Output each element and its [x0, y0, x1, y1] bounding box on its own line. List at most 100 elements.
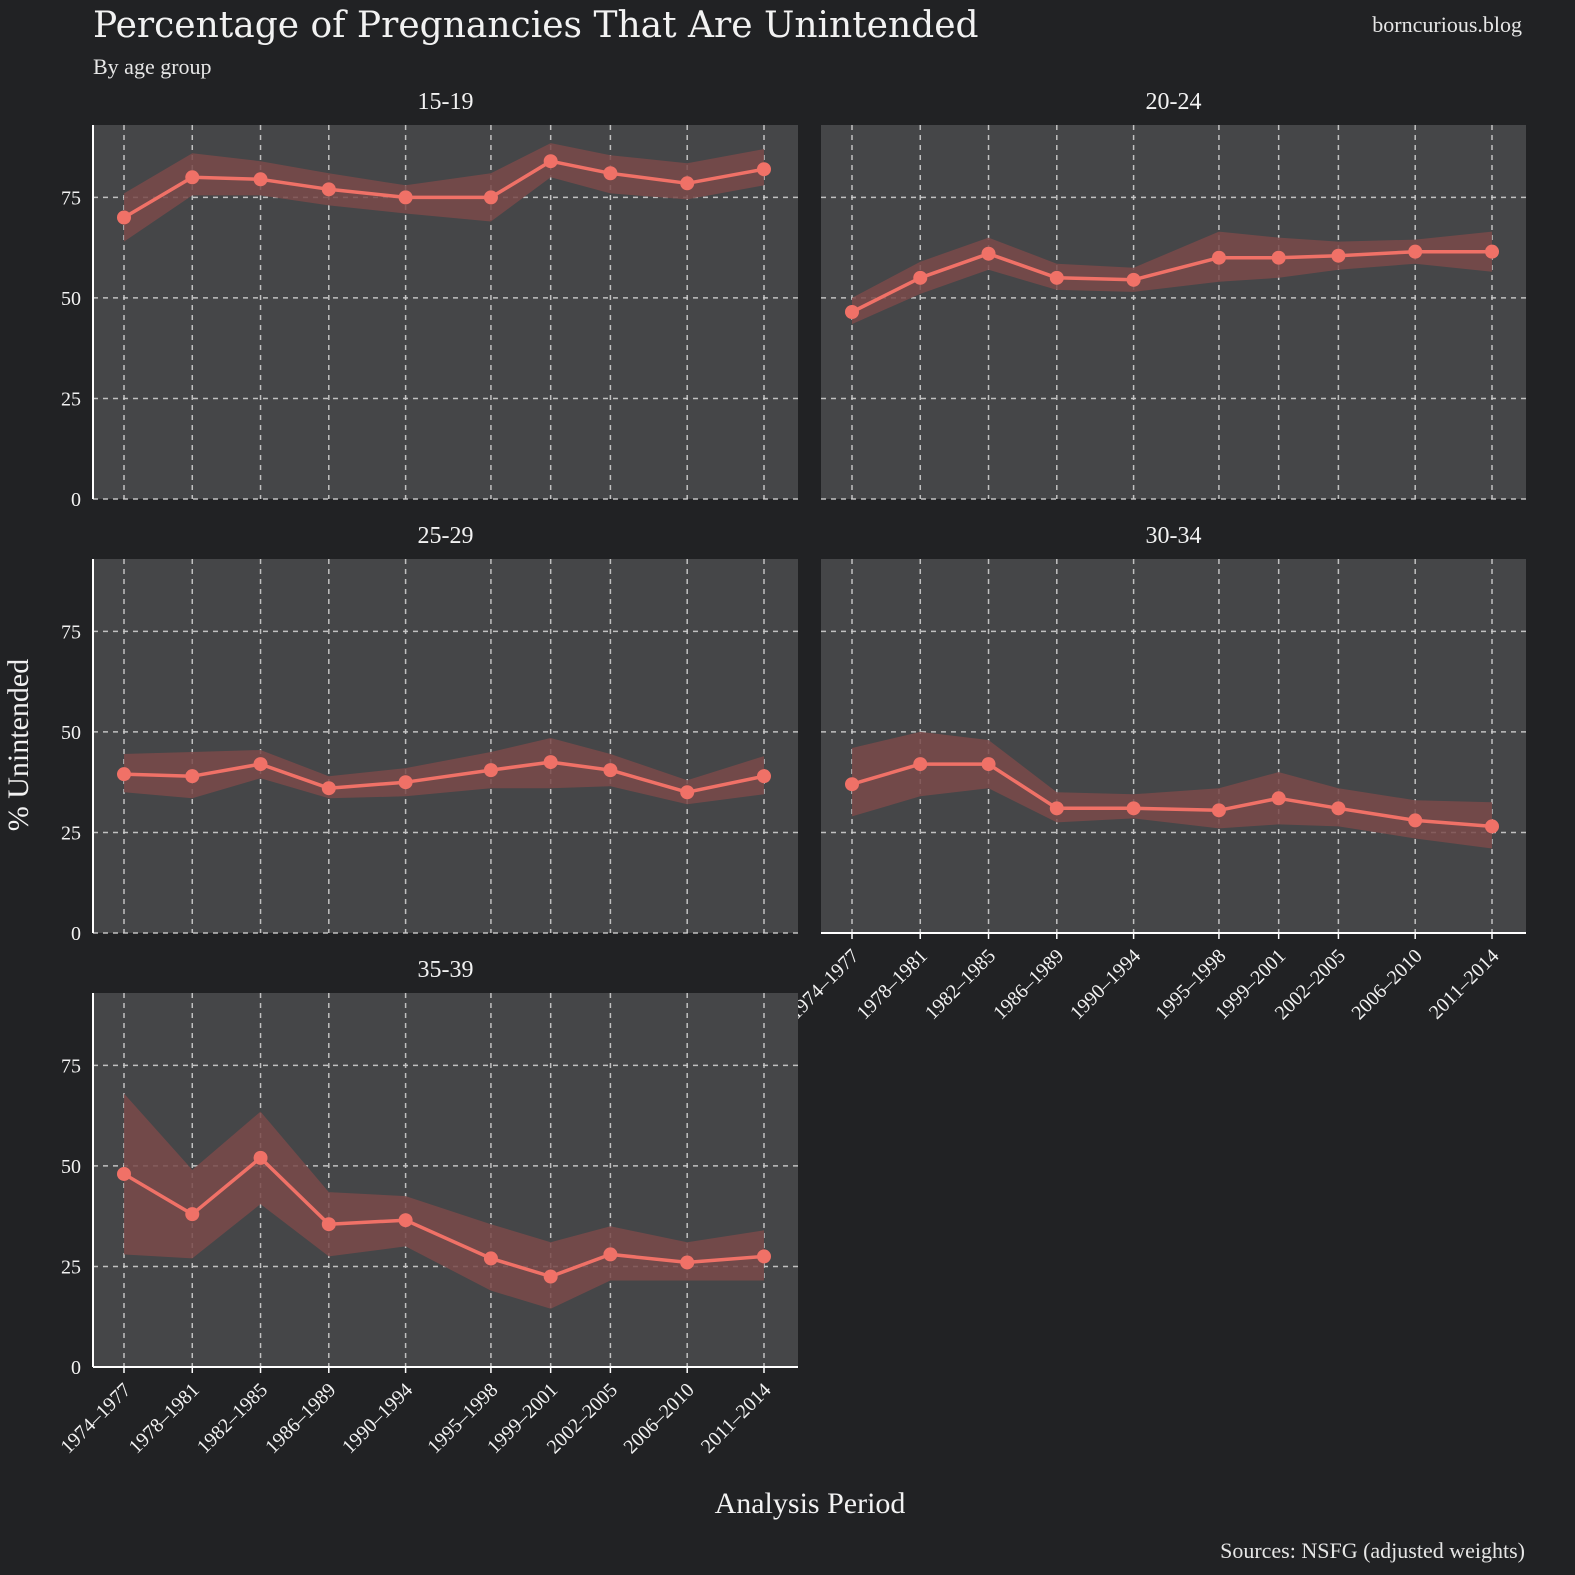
data-point [603, 166, 618, 181]
data-point [543, 1269, 558, 1284]
x-tick-label: 1986–1989 [989, 945, 1068, 1024]
y-tick-label: 25 [61, 1256, 81, 1278]
data-point [185, 1207, 200, 1222]
data-point [913, 270, 928, 285]
x-axis-label: Analysis Period [715, 1487, 906, 1520]
data-point [1126, 272, 1141, 287]
data-point [981, 757, 996, 772]
confidence-band [124, 738, 764, 805]
data-point [117, 1166, 131, 1181]
facet-panel-20-24: 20-24 [821, 89, 1526, 500]
x-tick-label: 1982–1985 [921, 945, 1000, 1024]
x-tick-label: 2006–2010 [620, 1379, 699, 1458]
data-point [757, 162, 771, 177]
source-note: Sources: NSFG (adjusted weights) [1220, 1538, 1525, 1563]
y-axis-label: % Unintended [2, 659, 35, 831]
y-tick-label: 50 [61, 1156, 81, 1178]
facet-label: 30-34 [1146, 523, 1202, 549]
facet-label: 25-29 [418, 523, 474, 549]
data-point [185, 769, 200, 784]
y-tick-label: 50 [61, 722, 81, 744]
x-tick-label: 1978–1981 [853, 945, 932, 1024]
data-point [1211, 250, 1226, 265]
data-point [757, 769, 771, 784]
y-tick-label: 25 [61, 388, 81, 410]
confidence-band [852, 731, 1492, 849]
data-point [1408, 244, 1423, 259]
data-point [680, 1255, 695, 1270]
data-point [1271, 250, 1286, 265]
data-point [398, 1213, 413, 1228]
data-point [1211, 803, 1226, 818]
series-line [123, 1156, 765, 1279]
x-tick-label: 1982–1985 [193, 1379, 272, 1458]
chart-subtitle: By age group [93, 54, 212, 79]
facet-label: 20-24 [1146, 89, 1202, 115]
y-tick-label: 0 [71, 923, 81, 945]
facet-panel-30-34: 30-341974–19771978–19811982–19851986–198… [784, 523, 1526, 1024]
y-tick-label: 75 [61, 187, 81, 209]
data-point [253, 757, 268, 772]
x-tick-label: 2011–2014 [1425, 945, 1504, 1024]
panel-background [821, 125, 1526, 499]
data-point [543, 755, 558, 770]
y-tick-label: 75 [61, 1055, 81, 1077]
site-credit: borncurious.blog [1372, 12, 1522, 37]
data-point [981, 246, 996, 261]
data-point [1485, 244, 1499, 259]
data-point [321, 1217, 336, 1232]
panel-background [93, 559, 798, 933]
series-line [851, 249, 1492, 314]
data-point [1485, 819, 1499, 834]
data-point [845, 305, 859, 319]
data-point [603, 763, 618, 778]
y-tick-label: 75 [61, 621, 81, 643]
data-point [398, 190, 413, 205]
y-tick-label: 0 [71, 1357, 81, 1379]
data-point [185, 170, 200, 185]
x-tick-label: 1986–1989 [261, 1379, 340, 1458]
x-tick-label: 1990–1994 [338, 1379, 417, 1458]
data-point [483, 190, 498, 205]
data-point [1271, 791, 1286, 806]
data-point [603, 1247, 618, 1262]
y-tick-label: 0 [71, 489, 81, 511]
facet-panel-15-19: 15-19 0 25 50 75 [61, 89, 798, 511]
y-tick-label: 50 [61, 288, 81, 310]
facet-panel-35-39: 35-3902550751974–19771978–19811982–19851… [56, 957, 798, 1458]
series-line [851, 762, 1493, 829]
confidence-band [124, 143, 764, 242]
data-point [913, 757, 928, 772]
facet-panel-25-29: 25-29 0 25 50 75 [61, 523, 798, 945]
chart-title: Percentage of Pregnancies That Are Unint… [93, 5, 979, 46]
facet-label: 15-19 [418, 89, 474, 115]
data-point [680, 176, 695, 191]
data-point [117, 767, 131, 782]
data-point [1408, 813, 1423, 828]
x-tick-label: 2006–2010 [1348, 945, 1427, 1024]
series-line [123, 760, 765, 794]
y-tick-label: 25 [61, 822, 81, 844]
data-point [1049, 801, 1064, 816]
data-point [321, 182, 336, 197]
data-point [1126, 801, 1141, 816]
series-line [123, 159, 765, 220]
facets-group: 15-19025507520-2425-29025507530-341974–1… [56, 89, 1526, 1458]
data-point [117, 210, 131, 225]
x-tick-label: 1978–1981 [125, 1379, 204, 1458]
data-point [845, 777, 859, 792]
x-tick-label: 1974–1977 [56, 1379, 135, 1458]
data-point [398, 775, 413, 790]
data-point [321, 781, 336, 796]
data-point [757, 1249, 771, 1264]
x-tick-label: 1990–1994 [1066, 945, 1145, 1024]
data-point [680, 785, 695, 800]
data-point [1331, 801, 1346, 816]
data-point [483, 1251, 498, 1266]
data-point [253, 1150, 268, 1165]
data-point [1049, 270, 1064, 285]
data-point [253, 172, 268, 187]
data-point [543, 154, 558, 169]
data-point [483, 763, 498, 778]
